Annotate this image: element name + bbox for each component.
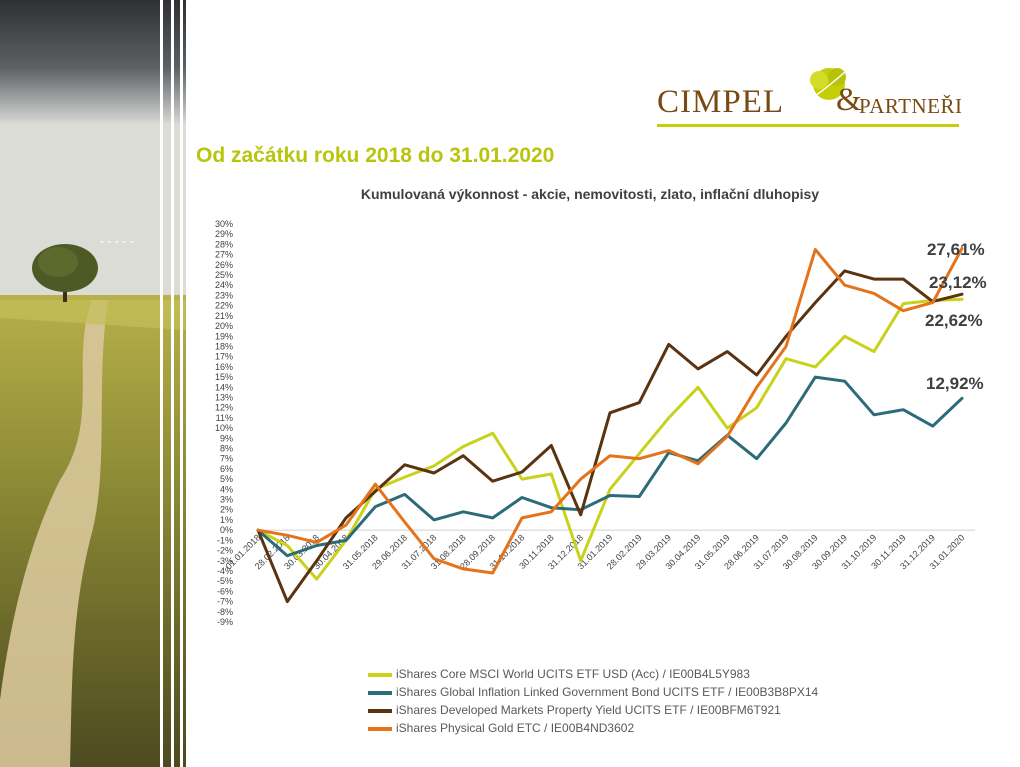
y-tick-label: 24%	[215, 280, 233, 290]
y-tick-label: 9%	[220, 433, 233, 443]
y-tick-label: 27%	[215, 250, 233, 260]
y-tick-label: 25%	[215, 270, 233, 280]
logo-cimpel-text: CIMPEL	[657, 84, 785, 120]
y-tick-label: 17%	[215, 352, 233, 362]
series-line-1	[256, 375, 964, 558]
legend-swatch	[368, 709, 392, 713]
legend-label: iShares Physical Gold ETC / IE00B4ND3602	[396, 721, 635, 735]
y-tick-label: -5%	[217, 576, 233, 586]
logo-ampersand: &	[836, 82, 862, 118]
y-tick-label: 11%	[216, 413, 233, 423]
callout-gold: 27,61%	[927, 240, 985, 259]
y-tick-label: 2%	[220, 505, 233, 515]
y-tick-label: -8%	[217, 607, 233, 617]
y-tick-label: -9%	[217, 617, 233, 627]
page-title: Od začátku roku 2018 do 31.01.2020	[196, 144, 555, 167]
legend-swatch	[368, 673, 392, 677]
y-tick-label: 3%	[220, 495, 233, 505]
logo-underline	[657, 124, 959, 127]
y-tick-label: 13%	[215, 392, 233, 402]
legend-swatch	[368, 691, 392, 695]
y-tick-label: 29%	[215, 229, 233, 239]
y-tick-label: -2%	[217, 546, 233, 556]
legend-label: iShares Developed Markets Property Yield…	[396, 703, 781, 717]
y-tick-label: 18%	[215, 341, 233, 351]
y-tick-label: 30%	[215, 219, 233, 229]
y-tick-label: 23%	[215, 290, 233, 300]
series-line-3	[256, 246, 964, 575]
y-tick-label: 21%	[215, 311, 233, 321]
y-tick-label: -6%	[217, 586, 233, 596]
legend-swatch	[368, 727, 392, 731]
y-tick-label: 7%	[220, 454, 233, 464]
y-tick-label: -1%	[217, 535, 233, 545]
y-tick-label: -3%	[217, 556, 233, 566]
leaf-icon	[810, 68, 846, 100]
y-tick-label: 4%	[220, 484, 233, 494]
callout-bond: 12,92%	[926, 374, 984, 393]
y-tick-label: 16%	[215, 362, 233, 372]
y-tick-label: 12%	[215, 403, 233, 413]
y-tick-label: 19%	[215, 331, 233, 341]
company-logo: CIMPEL & PARTNEŘI	[655, 66, 965, 132]
y-tick-label: 6%	[220, 464, 233, 474]
callout-property: 23,12%	[929, 273, 987, 292]
y-tick-label: 5%	[220, 474, 233, 484]
y-tick-label: -7%	[217, 597, 233, 607]
legend-label: iShares Global Inflation Linked Governme…	[396, 685, 819, 699]
line-chart: 30%29%28%27%26%25%24%23%22%21%20%19%18%1…	[215, 219, 975, 627]
y-tick-label: 8%	[220, 444, 233, 454]
y-tick-label: 0%	[220, 525, 233, 535]
logo-partneri-text: PARTNEŘI	[859, 94, 963, 118]
y-tick-label: 22%	[215, 301, 233, 311]
y-tick-label: 14%	[215, 382, 233, 392]
landscape-photo: ⌄⌄⌄⌄⌄	[0, 0, 186, 767]
chart-title: Kumulovaná výkonnost - akcie, nemovitost…	[360, 186, 820, 202]
y-tick-label: 10%	[215, 423, 233, 433]
y-tick-label: -4%	[217, 566, 233, 576]
svg-text:⌄⌄⌄⌄⌄: ⌄⌄⌄⌄⌄	[98, 236, 136, 246]
y-tick-label: 26%	[215, 260, 233, 270]
y-tick-label: 1%	[220, 515, 233, 525]
callout-msci: 22,62%	[925, 311, 983, 330]
legend-label: iShares Core MSCI World UCITS ETF USD (A…	[396, 667, 750, 681]
y-tick-label: 15%	[215, 372, 233, 382]
y-tick-label: 28%	[215, 239, 233, 249]
y-tick-label: 20%	[215, 321, 233, 331]
